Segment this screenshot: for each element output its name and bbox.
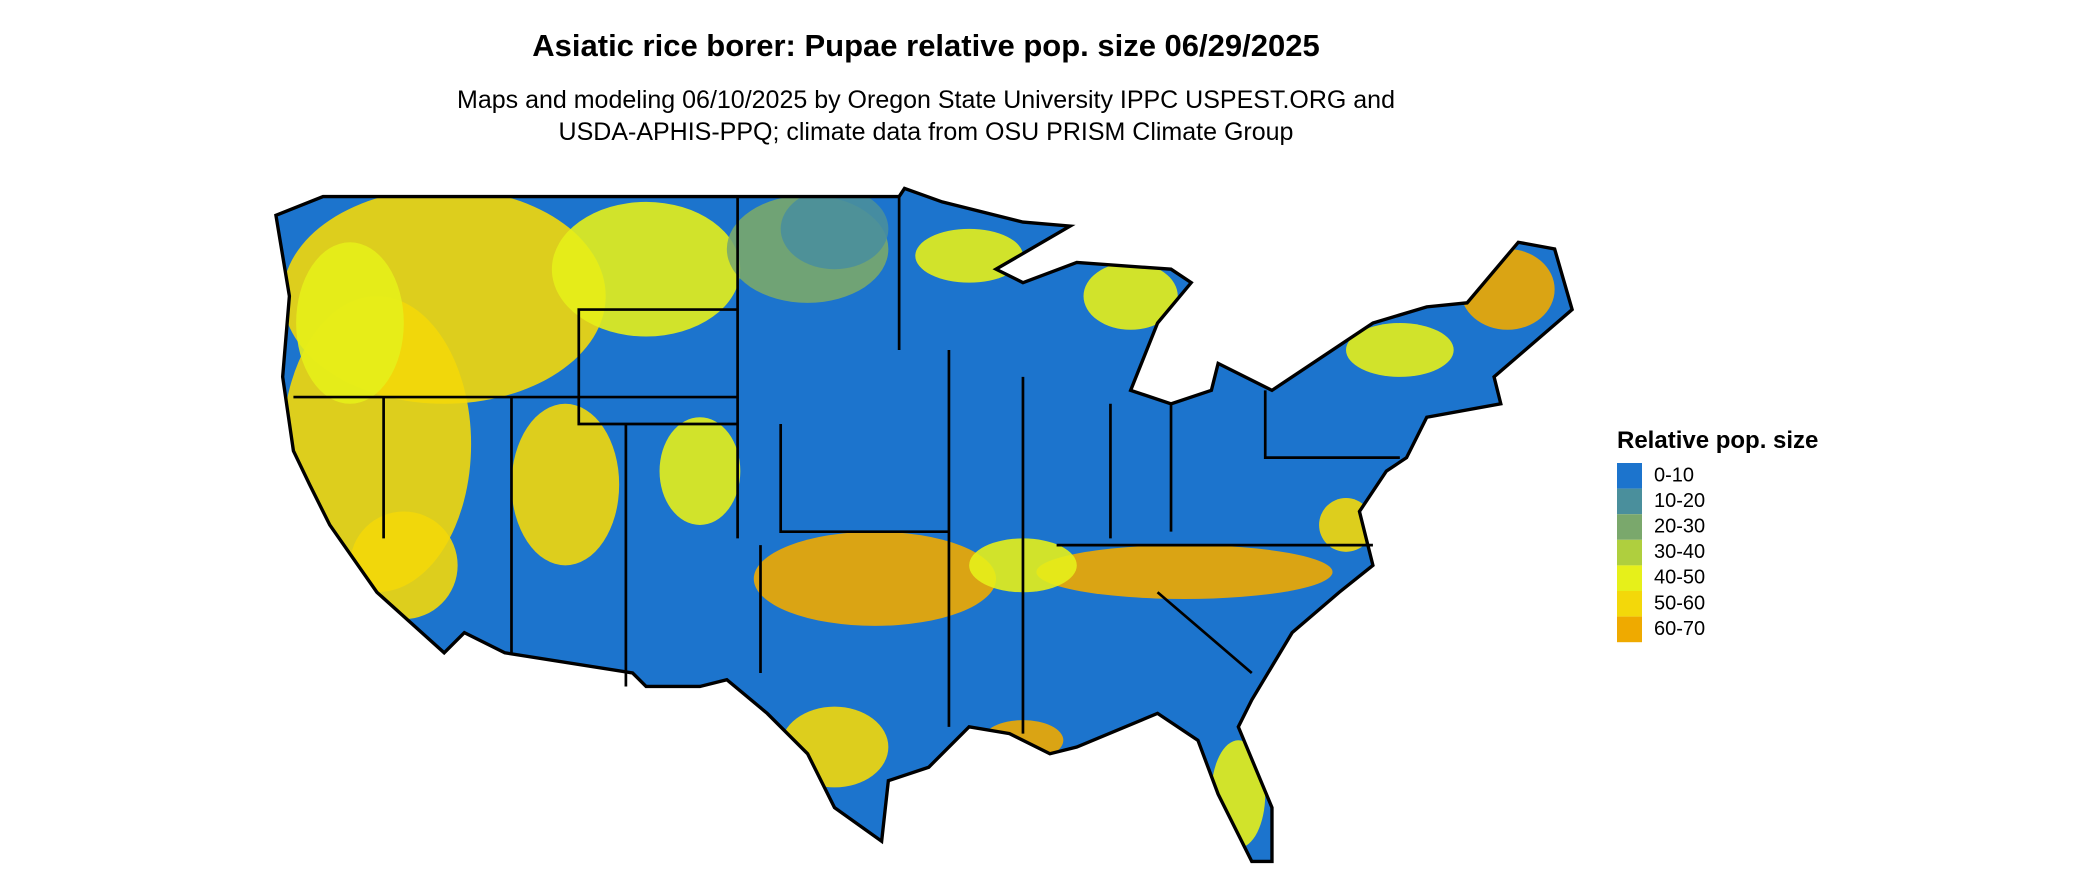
legend-title: Relative pop. size [1617, 427, 1818, 454]
map-subtitle: USDA-APHIS-PPQ; climate data from OSU PR… [559, 118, 1294, 146]
legend-swatch [1617, 539, 1642, 566]
legend-label: 40-50 [1654, 567, 1705, 589]
legend-label: 50-60 [1654, 592, 1705, 614]
map-region [349, 511, 458, 620]
map-title: Asiatic rice borer: Pupae relative pop. … [532, 28, 1319, 63]
map-region [1346, 323, 1454, 377]
legend-label: 30-40 [1654, 541, 1705, 563]
legend-swatch [1617, 616, 1642, 643]
map-region [296, 242, 404, 404]
legend-swatch [1617, 463, 1642, 489]
map-region [753, 531, 997, 626]
legend-label: 20-30 [1654, 515, 1705, 537]
legend: 0-10 10-20 20-30 30-40 40-50 50-60 60-70 [1617, 463, 1705, 643]
map-region [780, 706, 889, 788]
legend-swatch [1617, 565, 1642, 591]
legend-label: 60-70 [1654, 618, 1705, 640]
legend-swatch [1617, 488, 1642, 515]
legend-swatch [1617, 514, 1642, 540]
legend-swatch [1617, 591, 1642, 617]
map-region [511, 403, 620, 566]
map-region [1460, 249, 1555, 330]
legend-label: 10-20 [1654, 490, 1705, 512]
map-region [659, 417, 741, 525]
map-region [780, 188, 889, 270]
legend-label: 0-10 [1654, 464, 1694, 486]
map-region [1036, 545, 1333, 599]
map-region [1083, 262, 1178, 330]
us-map [274, 186, 1574, 864]
map-subtitle: Maps and modeling 06/10/2025 by Oregon S… [457, 86, 1395, 114]
map-region [551, 201, 741, 337]
state-borders [274, 186, 1574, 864]
